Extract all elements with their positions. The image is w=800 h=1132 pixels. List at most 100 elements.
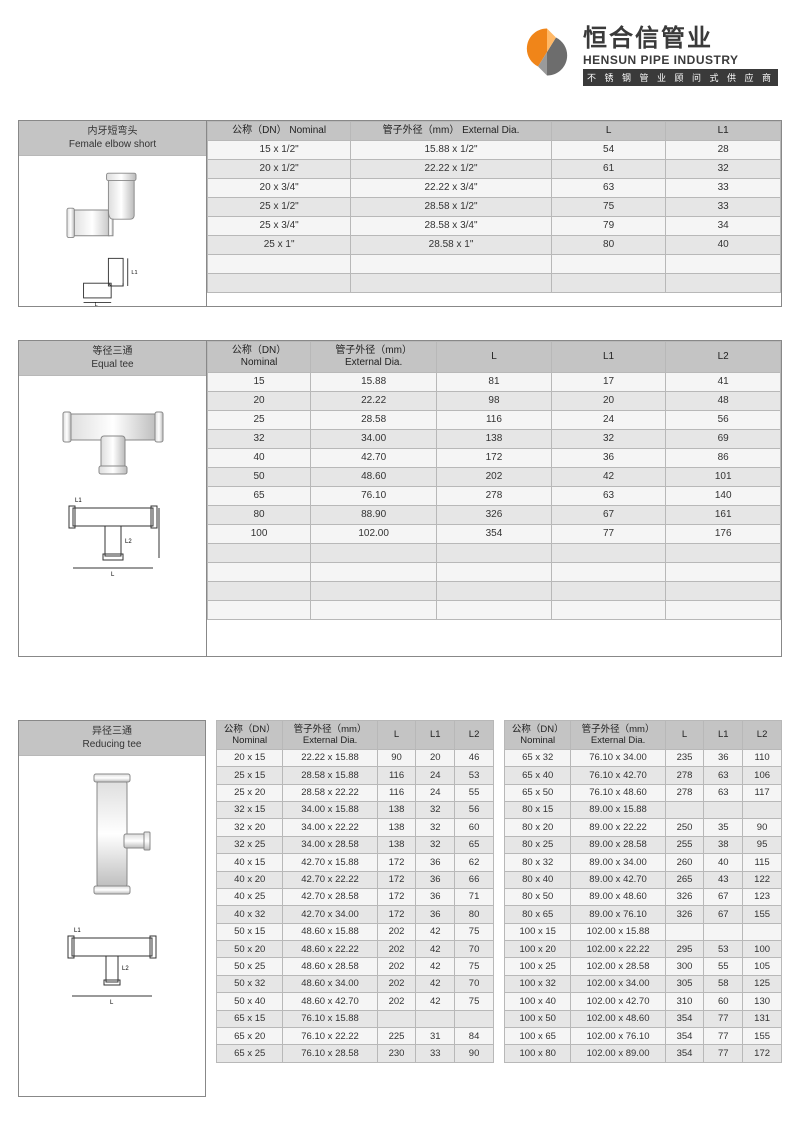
diagram-elbow-icon: LL1: [73, 251, 153, 306]
column-header: 公称（DN） Nominal: [208, 122, 351, 141]
column-header: 管子外径（mm）External Dia.: [311, 342, 437, 373]
table-cell: 32: [416, 819, 455, 836]
table-cell: 63: [704, 767, 743, 784]
table-cell: 22.22 x 15.88: [283, 749, 377, 766]
table-cell: 80 x 20: [505, 819, 571, 836]
table-cell: 42: [416, 941, 455, 958]
table-row: 100 x 15102.00 x 15.88: [505, 923, 782, 940]
table-row: 100 x 80102.00 x 89.0035477172: [505, 1045, 782, 1062]
table-row: 25 x 3/4"28.58 x 3/4"7934: [208, 217, 781, 236]
table-cell: 310: [665, 993, 704, 1010]
table-cell: 130: [743, 993, 782, 1010]
table-cell: 95: [743, 836, 782, 853]
brand-name-cn: 恒合信管业: [583, 18, 778, 53]
table-cell: 102.00: [311, 525, 437, 544]
column-header: L1: [551, 342, 666, 373]
table-cell: 32 x 25: [217, 836, 283, 853]
table-row: 20 x 1522.22 x 15.88902046: [217, 749, 494, 766]
table-cell: 50: [208, 468, 311, 487]
table-row: 32 x 2034.00 x 22.221383260: [217, 819, 494, 836]
table-cell: 40 x 20: [217, 871, 283, 888]
table-cell: 40: [208, 449, 311, 468]
column-header: L2: [743, 721, 782, 750]
table-cell: 48.60 x 15.88: [283, 923, 377, 940]
table-cell: 24: [416, 784, 455, 801]
table-cell: 89.00 x 42.70: [571, 871, 665, 888]
table-cell: 25 x 3/4": [208, 217, 351, 236]
table-cell: 76.10: [311, 487, 437, 506]
table-cell: 70: [455, 941, 494, 958]
table-row: 100 x 40102.00 x 42.7031060130: [505, 993, 782, 1010]
table-cell: 20: [551, 392, 666, 411]
table-cell: 65 x 40: [505, 767, 571, 784]
table-cell: 140: [666, 487, 781, 506]
table-cell: 172: [377, 906, 416, 923]
table-cell: 43: [704, 871, 743, 888]
table-cell: 48.60 x 28.58: [283, 958, 377, 975]
product-reducing-tee-icon: [52, 764, 172, 914]
table-cell: 34.00: [311, 430, 437, 449]
table-reducing-tee-right: 公称（DN）Nominal管子外径（mm）External Dia.LL1L2 …: [504, 720, 782, 1063]
table-cell: 76.10 x 28.58: [283, 1045, 377, 1062]
table-cell: 90: [377, 749, 416, 766]
table-cell: 33: [666, 198, 781, 217]
table-cell: 77: [704, 1028, 743, 1045]
table-row: 25 x 1/2"28.58 x 1/2"7533: [208, 198, 781, 217]
table-cell: 105: [743, 958, 782, 975]
svg-text:L2: L2: [125, 539, 132, 545]
table-cell: 123: [743, 888, 782, 905]
table-row: 80 x 6589.00 x 76.1032667155: [505, 906, 782, 923]
table-row: 65 x 4076.10 x 42.7027863106: [505, 767, 782, 784]
table-cell: 48.60: [311, 468, 437, 487]
table-row-empty: [208, 544, 781, 563]
table-cell: 90: [743, 819, 782, 836]
table-cell: 110: [743, 749, 782, 766]
table-row: 6576.1027863140: [208, 487, 781, 506]
table-cell: 172: [377, 888, 416, 905]
table-row-empty: [208, 582, 781, 601]
table-cell: 25 x 15: [217, 767, 283, 784]
table-cell: 100 x 40: [505, 993, 571, 1010]
table-cell: 32 x 20: [217, 819, 283, 836]
table-cell: 100 x 65: [505, 1028, 571, 1045]
table-cell: 65 x 15: [217, 1010, 283, 1027]
table-row: 80 x 3289.00 x 34.0026040115: [505, 854, 782, 871]
table-cell: 70: [455, 975, 494, 992]
table-cell: 138: [437, 430, 552, 449]
table-cell: 225: [377, 1028, 416, 1045]
table-cell: 40 x 32: [217, 906, 283, 923]
table-cell: 40: [704, 854, 743, 871]
table-cell: 138: [377, 801, 416, 818]
table-row: 20 x 3/4"22.22 x 3/4"6333: [208, 179, 781, 198]
column-header: L2: [455, 721, 494, 750]
brand-header: 恒合信管业 HENSUN PIPE INDUSTRY 不 锈 钢 管 业 顾 问…: [519, 18, 778, 86]
table-cell: 25 x 1": [208, 236, 351, 255]
table-cell: 32: [551, 430, 666, 449]
table-row: 100 x 32102.00 x 34.0030558125: [505, 975, 782, 992]
table-cell: [704, 923, 743, 940]
table-cell: 255: [665, 836, 704, 853]
table-cell: 278: [665, 784, 704, 801]
table-cell: 100 x 25: [505, 958, 571, 975]
table-cell: 80 x 40: [505, 871, 571, 888]
table-row: 8088.9032667161: [208, 506, 781, 525]
table-row: 40 x 2042.70 x 22.221723666: [217, 871, 494, 888]
table-cell: 77: [551, 525, 666, 544]
table-cell: 65 x 32: [505, 749, 571, 766]
table-cell: 202: [377, 975, 416, 992]
table-cell: 42.70: [311, 449, 437, 468]
table-cell: 65: [455, 836, 494, 853]
table-row: 40 x 2542.70 x 28.581723671: [217, 888, 494, 905]
table-cell: 67: [704, 888, 743, 905]
table-cell: 102.00 x 89.00: [571, 1045, 665, 1062]
table-cell: 33: [666, 179, 781, 198]
table-cell: 48.60 x 22.22: [283, 941, 377, 958]
table-cell: 76.10 x 48.60: [571, 784, 665, 801]
table-row: 40 x 1542.70 x 15.881723662: [217, 854, 494, 871]
table-row-empty: [208, 563, 781, 582]
table-cell: 32: [666, 160, 781, 179]
table-cell: 176: [666, 525, 781, 544]
table-cell: 35: [704, 819, 743, 836]
table-row: 3234.001383269: [208, 430, 781, 449]
column-header: L2: [666, 342, 781, 373]
